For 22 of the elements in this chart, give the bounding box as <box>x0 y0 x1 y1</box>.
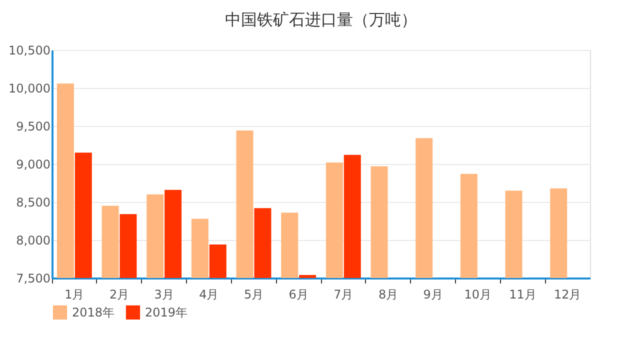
y-tick-label: 10,000 <box>8 82 50 96</box>
x-tick-label: 7月 <box>334 288 354 302</box>
y-tick-label: 9,000 <box>16 158 50 172</box>
y-tick-label: 8,000 <box>16 234 50 248</box>
x-tick-label: 11月 <box>509 288 536 302</box>
y-tick-label: 9,500 <box>16 120 50 134</box>
y-tick-label: 8,500 <box>16 196 50 210</box>
x-tick-label: 4月 <box>199 288 219 302</box>
legend-label: 2018年 <box>72 305 115 320</box>
x-tick-label: 8月 <box>378 288 398 302</box>
x-tick-label: 12月 <box>554 288 582 302</box>
x-tick-label: 6月 <box>288 288 308 302</box>
x-tick-label: 3月 <box>154 288 174 302</box>
x-tick-label: 5月 <box>244 288 264 302</box>
legend-label: 2019年 <box>145 305 188 320</box>
x-tick-label: 2月 <box>109 288 130 302</box>
x-tick-label: 9月 <box>423 288 443 302</box>
chart-title: 中国铁矿石进口量（万吨） <box>225 10 417 29</box>
x-tick-label: 10月 <box>464 288 492 302</box>
x-tick-label: 1月 <box>64 288 84 302</box>
y-tick-label: 7,500 <box>16 272 50 286</box>
y-tick-label: 10,500 <box>8 44 50 58</box>
